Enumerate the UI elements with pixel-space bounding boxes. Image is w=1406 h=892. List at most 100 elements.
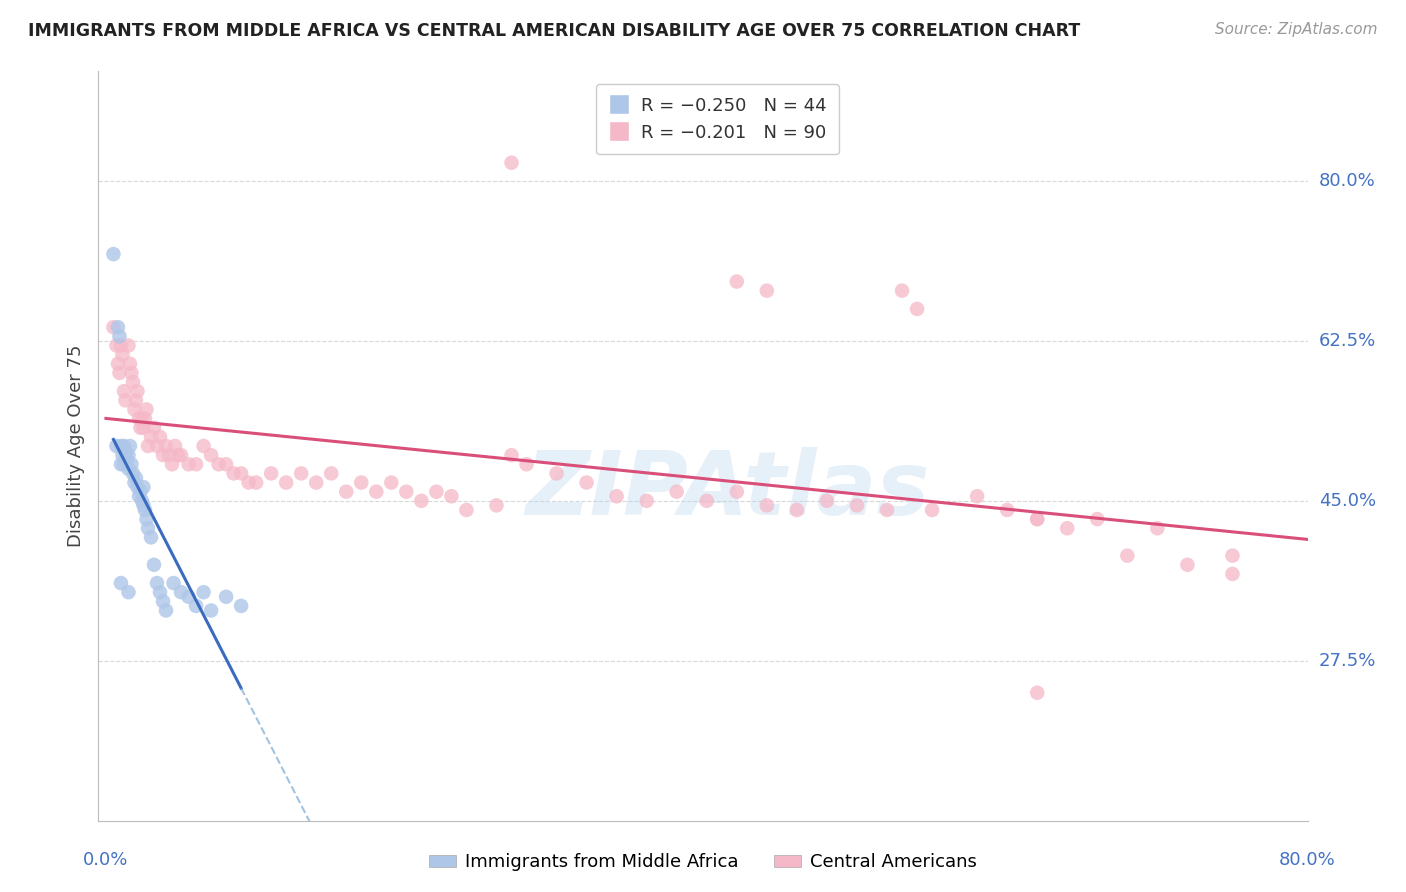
Point xyxy=(143,421,166,435)
Text: 62.5%: 62.5% xyxy=(1319,332,1376,350)
Point xyxy=(122,467,145,481)
Point xyxy=(193,439,215,453)
Y-axis label: Disability Age Over 75: Disability Age Over 75 xyxy=(66,344,84,548)
Point xyxy=(501,155,523,169)
Point xyxy=(636,493,658,508)
Point xyxy=(105,338,128,352)
Point xyxy=(146,576,169,591)
Point xyxy=(193,585,215,599)
Point xyxy=(184,457,207,471)
Point xyxy=(112,457,135,471)
Point xyxy=(124,475,146,490)
Point xyxy=(112,384,135,399)
Point xyxy=(380,475,402,490)
Point xyxy=(114,443,136,458)
Point xyxy=(1026,512,1049,526)
Point xyxy=(335,484,357,499)
Point xyxy=(238,475,260,490)
Point xyxy=(143,558,166,572)
Point xyxy=(131,411,153,425)
Point xyxy=(112,439,135,453)
Point xyxy=(110,439,132,453)
Point xyxy=(215,590,238,604)
Point xyxy=(725,275,748,289)
Point xyxy=(127,384,149,399)
Point xyxy=(110,338,132,352)
Point xyxy=(1222,549,1244,563)
Point xyxy=(103,247,125,261)
Point xyxy=(117,448,139,462)
Point xyxy=(1085,512,1108,526)
Point xyxy=(1177,558,1199,572)
Point xyxy=(1146,521,1168,535)
Point xyxy=(131,493,153,508)
Text: ZIPAtlas: ZIPAtlas xyxy=(524,448,929,534)
Point xyxy=(108,366,131,380)
Point xyxy=(177,457,200,471)
Point xyxy=(108,329,131,343)
Point xyxy=(118,439,141,453)
Point xyxy=(149,430,172,444)
Point xyxy=(110,457,132,471)
Point xyxy=(149,585,172,599)
Point xyxy=(575,475,598,490)
Point xyxy=(1026,512,1049,526)
Point xyxy=(170,448,193,462)
Point xyxy=(755,284,778,298)
Point xyxy=(122,375,145,389)
Point xyxy=(755,499,778,513)
Point xyxy=(128,411,150,425)
Point xyxy=(665,484,688,499)
Point xyxy=(105,439,128,453)
Point xyxy=(891,284,914,298)
Point xyxy=(215,457,238,471)
Point xyxy=(921,503,943,517)
Point xyxy=(200,448,222,462)
Point xyxy=(276,475,298,490)
Point xyxy=(350,475,373,490)
Point xyxy=(107,320,129,334)
Point xyxy=(115,452,138,467)
Point xyxy=(135,512,157,526)
Text: 45.0%: 45.0% xyxy=(1319,491,1376,510)
Point xyxy=(107,357,129,371)
Point xyxy=(200,603,222,617)
Point xyxy=(129,421,152,435)
Point xyxy=(846,499,869,513)
Point xyxy=(440,489,463,503)
Point xyxy=(114,393,136,408)
Point xyxy=(1056,521,1078,535)
Point xyxy=(260,467,283,481)
Point xyxy=(117,585,139,599)
Point xyxy=(1026,686,1049,700)
Point xyxy=(876,503,898,517)
Legend: Immigrants from Middle Africa, Central Americans: Immigrants from Middle Africa, Central A… xyxy=(422,847,984,879)
Point xyxy=(207,457,229,471)
Point xyxy=(546,467,568,481)
Point xyxy=(129,484,152,499)
Point xyxy=(366,484,388,499)
Point xyxy=(184,599,207,613)
Point xyxy=(606,489,628,503)
Point xyxy=(134,411,156,425)
Point xyxy=(1222,566,1244,581)
Legend: R = −0.250   N = 44, R = −0.201   N = 90: R = −0.250 N = 44, R = −0.201 N = 90 xyxy=(596,84,839,154)
Point xyxy=(966,489,988,503)
Point xyxy=(132,480,155,494)
Point xyxy=(103,320,125,334)
Point xyxy=(111,348,134,362)
Point xyxy=(125,471,148,485)
Point xyxy=(124,402,146,417)
Point xyxy=(222,467,245,481)
Point xyxy=(170,585,193,599)
Point xyxy=(114,448,136,462)
Text: 0.0%: 0.0% xyxy=(83,851,128,869)
Point xyxy=(411,493,433,508)
Point xyxy=(515,457,537,471)
Point xyxy=(111,448,134,462)
Point xyxy=(125,393,148,408)
Point xyxy=(163,439,186,453)
Point xyxy=(152,448,174,462)
Point xyxy=(815,493,838,508)
Point xyxy=(155,603,177,617)
